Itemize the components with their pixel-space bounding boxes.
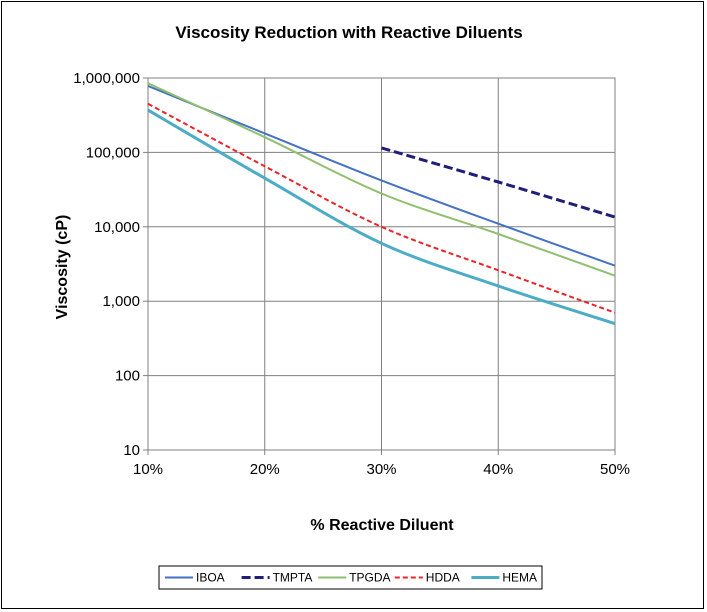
legend: IBOA TMPTA TPGDA HDDA HEMA [158,565,543,590]
y-tick-label: 10 [123,442,140,459]
x-axis-title: % Reactive Diluent [310,517,454,534]
x-tick-label: 30% [366,461,396,478]
y-axis-ticks: 10 100 1,000 10,000 100,000 1,000,000 [73,70,148,459]
legend-box [158,565,543,590]
x-tick-label: 10% [133,461,163,478]
x-tick-label: 50% [600,461,630,478]
legend-label-hema: HEMA [502,571,537,585]
y-tick-label: 10,000 [94,219,140,236]
legend-label-hdda: HDDA [426,571,460,585]
chart-title: Viscosity Reduction with Reactive Diluen… [175,23,522,42]
grid-lines [147,77,616,451]
x-tick-label: 20% [250,461,280,478]
y-tick-label: 100 [115,368,140,385]
series-line-tmpta [381,146,616,219]
x-tick-label: 40% [483,461,513,478]
y-tick-label: 1,000 [102,293,140,310]
legend-label-tmpta: TMPTA [273,571,313,585]
y-axis-title: Viscosity (cP) [54,215,71,320]
legend-label-iboa: IBOA [196,571,225,585]
series-line-tpgda [147,82,616,277]
series-line-hema [147,108,616,326]
legend-label-tpgda: TPGDA [349,571,390,585]
y-tick-label: 100,000 [86,144,140,161]
series-layer [147,82,616,326]
x-axis-ticks: 10% 20% 30% 40% 50% [133,450,630,478]
series-line-iboa [147,85,616,267]
y-tick-label: 1,000,000 [73,70,140,87]
